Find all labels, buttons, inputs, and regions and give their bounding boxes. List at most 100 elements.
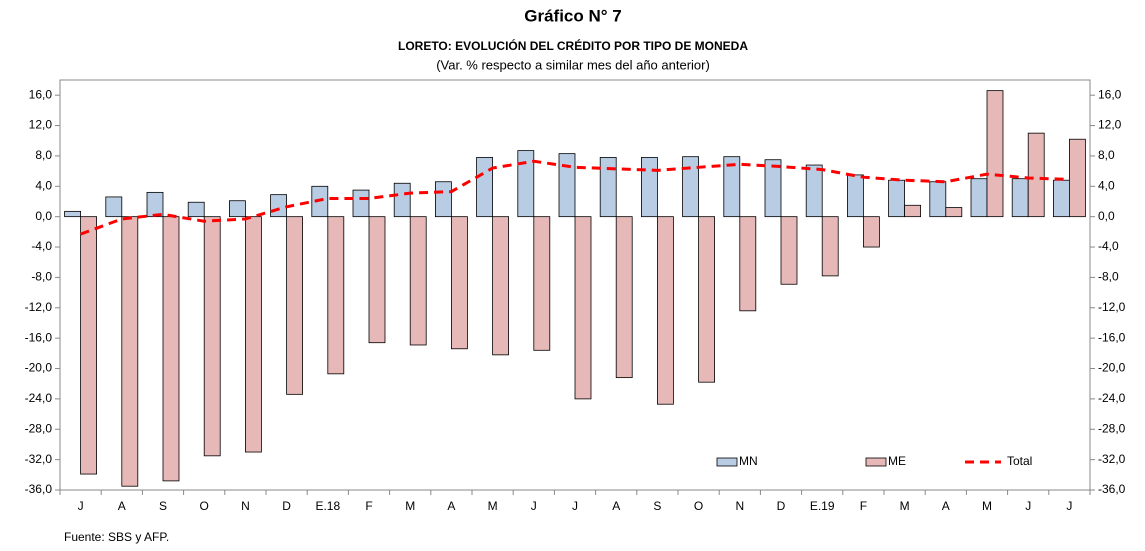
y-tick-label: 4,0 [35, 178, 52, 192]
x-tick-label: M [982, 499, 992, 513]
y2-tick-label: -8,0 [1098, 270, 1119, 284]
y-tick-label: -16,0 [25, 330, 53, 344]
bar [162, 216, 180, 482]
x-tick-label: J [1025, 499, 1031, 513]
x-tick-label: J [572, 499, 578, 513]
x-tick-label: O [694, 499, 703, 513]
bar [764, 159, 782, 218]
bar [821, 216, 839, 277]
bar [187, 201, 205, 218]
y-tick-label: -32,0 [25, 452, 53, 466]
x-tick-label: N [241, 499, 250, 513]
bar [105, 196, 123, 218]
bar [1053, 179, 1070, 218]
bar [682, 156, 699, 218]
line [80, 159, 1070, 236]
y2-tick-label: -4,0 [1098, 239, 1119, 253]
bar [368, 216, 386, 344]
y2-tick-label: 12,0 [1098, 118, 1122, 132]
y-tick-label: 16,0 [29, 87, 53, 101]
source: Fuente: SBS y AFP. [64, 530, 169, 544]
bar [929, 181, 947, 218]
bar [146, 191, 164, 218]
bar [203, 216, 221, 457]
y-tick-label: 12,0 [29, 118, 53, 132]
bar [1027, 132, 1045, 218]
x-tick-label: A [612, 499, 620, 513]
y-tick-label: -24,0 [25, 391, 53, 405]
y-tick-label: -4,0 [31, 239, 52, 253]
y2-tick-label: -20,0 [1098, 361, 1126, 375]
legend-swatch [716, 457, 738, 467]
y2-tick-label: -24,0 [1098, 391, 1126, 405]
bar [904, 204, 921, 218]
plot-frame [59, 79, 1091, 491]
y2-tick-label: 8,0 [1098, 148, 1115, 162]
x-tick-label: F [860, 499, 867, 513]
y2-tick-label: -36,0 [1098, 482, 1126, 496]
bar [434, 181, 452, 218]
x-tick-label: N [735, 499, 744, 513]
bar [739, 216, 757, 312]
y2-tick-label: -28,0 [1098, 421, 1126, 435]
legend-label: Total [1007, 454, 1032, 468]
bar [64, 210, 81, 218]
bar [244, 216, 262, 453]
bar [698, 216, 715, 383]
x-tick-label: A [942, 499, 950, 513]
y-tick-label: 0,0 [35, 209, 52, 223]
x-tick-label: M [900, 499, 910, 513]
x-tick-label: S [159, 499, 167, 513]
chart-title: Gráfico N° 7 [524, 6, 622, 25]
bar [945, 207, 963, 218]
bar [615, 216, 633, 379]
bar [641, 157, 658, 218]
x-tick-label: J [531, 499, 537, 513]
bar [533, 216, 551, 351]
x-tick-label: A [118, 499, 126, 513]
bar [228, 200, 246, 218]
bar [723, 156, 741, 218]
bar [450, 216, 468, 350]
y2-tick-label: -32,0 [1098, 452, 1126, 466]
y-tick-label: -28,0 [25, 421, 53, 435]
bar [558, 153, 576, 218]
chart-subtitle: LORETO: EVOLUCIÓN DEL CRÉDITO POR TIPO D… [398, 38, 748, 53]
bar [599, 157, 617, 218]
bar [492, 216, 510, 356]
bar [863, 216, 880, 248]
y2-tick-label: -16,0 [1098, 330, 1126, 344]
bar [1011, 178, 1029, 218]
y-tick-label: -12,0 [25, 300, 53, 314]
bar [409, 216, 427, 346]
x-tick-label: J [78, 499, 84, 513]
x-tick-label: M [405, 499, 415, 513]
legend-label: MN [739, 454, 758, 468]
x-tick-label: S [653, 499, 661, 513]
bar [286, 216, 304, 395]
y2-tick-label: 16,0 [1098, 87, 1122, 101]
bar [970, 178, 988, 218]
bar [847, 174, 864, 218]
bar [888, 179, 905, 218]
y2-tick-label: -12,0 [1098, 300, 1126, 314]
x-tick-label: E.18 [315, 499, 340, 513]
bar [121, 216, 139, 487]
x-tick-label: D [777, 499, 786, 513]
bar [574, 216, 592, 400]
bar [327, 216, 345, 375]
y-tick-label: -36,0 [25, 482, 53, 496]
bar [1069, 138, 1086, 218]
legend-swatch [865, 457, 887, 467]
bar [476, 157, 494, 218]
bar [517, 150, 535, 218]
x-tick-label: F [365, 499, 372, 513]
y-tick-label: 8,0 [35, 148, 52, 162]
x-tick-label: D [282, 499, 291, 513]
x-tick-label: J [1066, 499, 1072, 513]
bar [393, 182, 411, 218]
y-tick-label: -20,0 [25, 361, 53, 375]
bar [80, 216, 97, 475]
x-tick-label: M [488, 499, 498, 513]
